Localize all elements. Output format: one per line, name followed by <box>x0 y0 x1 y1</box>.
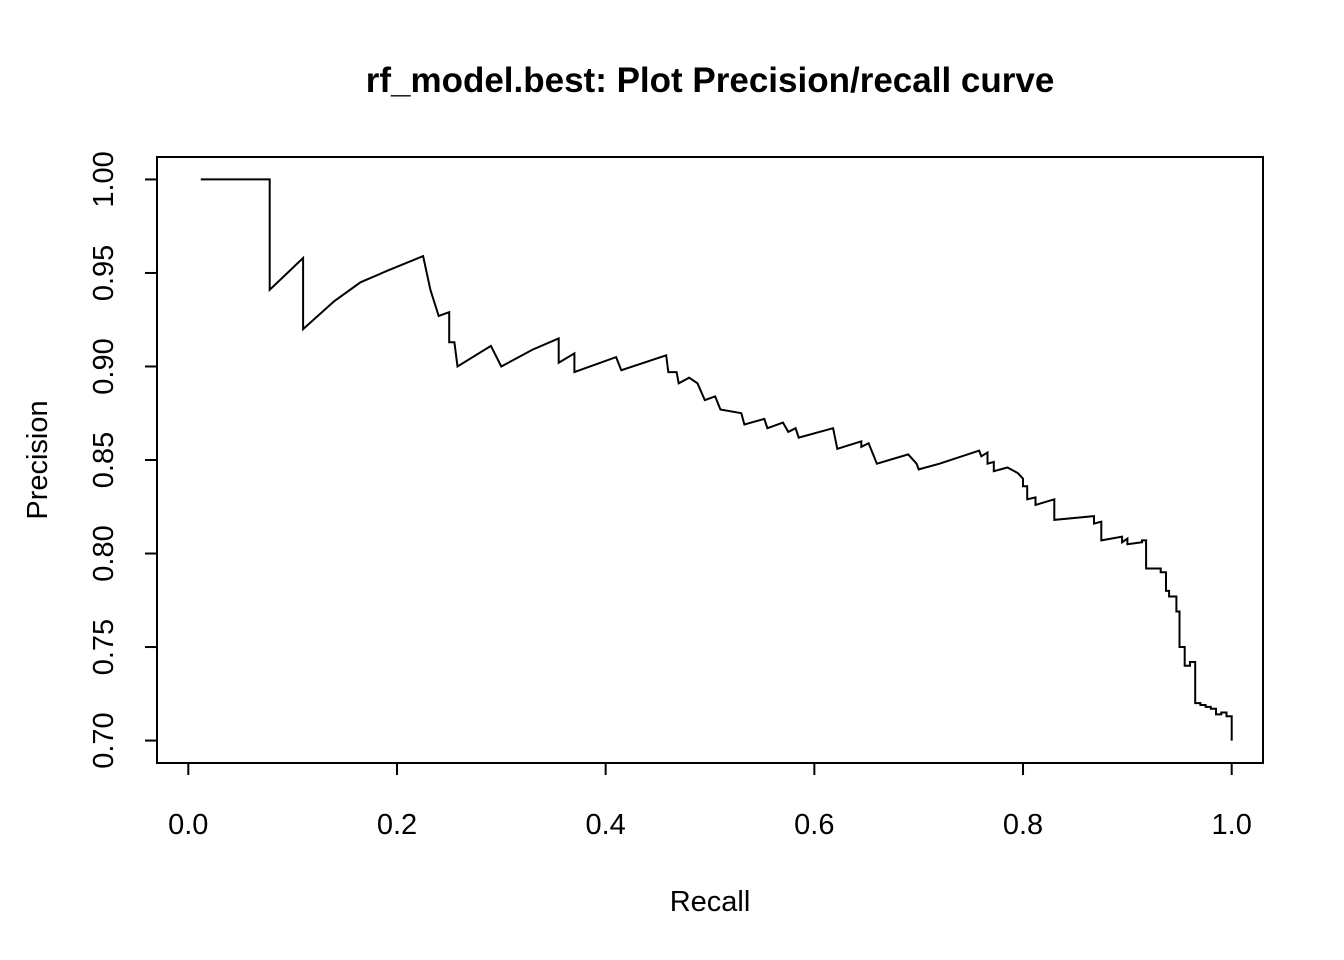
x-tick-label: 0.0 <box>168 809 208 841</box>
y-tick-label: 0.75 <box>88 619 120 675</box>
y-tick-label: 0.80 <box>88 525 120 581</box>
x-tick-label: 0.2 <box>377 809 417 841</box>
y-axis: 0.70 0.75 0.80 0.85 0.90 0.95 1.00 <box>88 151 158 769</box>
y-tick-label: 0.90 <box>88 338 120 394</box>
plot-frame <box>156 156 1264 764</box>
y-axis-label: Precision <box>22 400 54 519</box>
y-tick-label: 1.00 <box>88 151 120 207</box>
x-tick-label: 0.6 <box>794 809 834 841</box>
y-tick-label: 0.70 <box>88 712 120 768</box>
y-tick-label: 0.95 <box>88 245 120 301</box>
chart-title: rf_model.best: Plot Precision/recall cur… <box>366 61 1055 100</box>
y-tick-label: 0.85 <box>88 432 120 488</box>
x-axis: 0.0 0.2 0.4 0.6 0.8 1.0 <box>168 762 1252 841</box>
x-tick-label: 1.0 <box>1212 809 1252 841</box>
x-axis-label: Recall <box>670 886 751 918</box>
x-tick-label: 0.8 <box>1003 809 1043 841</box>
precision-recall-curve <box>200 178 1233 741</box>
x-tick-label: 0.4 <box>585 809 625 841</box>
